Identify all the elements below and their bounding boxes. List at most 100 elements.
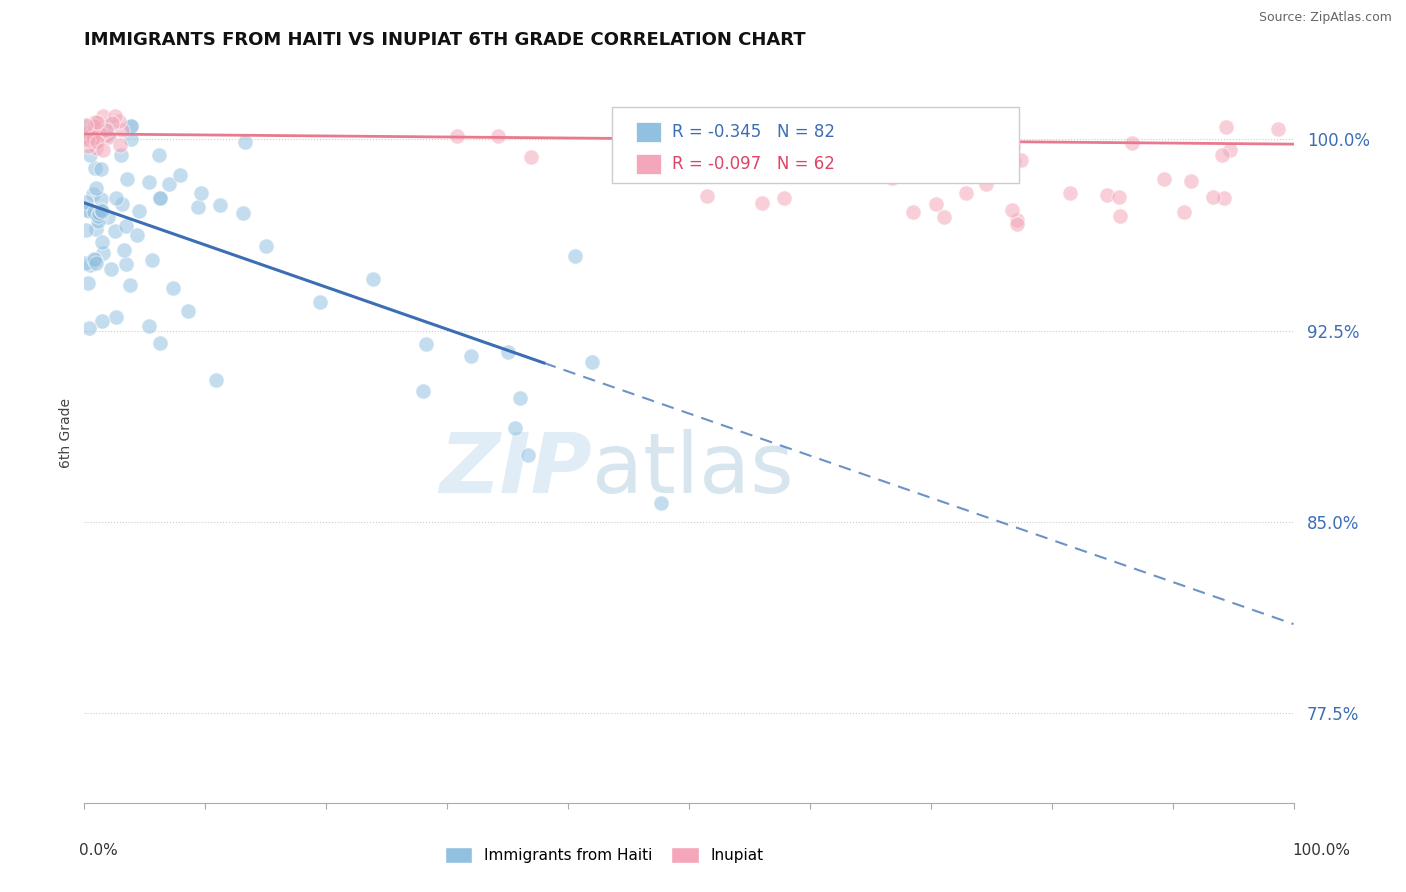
Point [104, 109, 127, 123]
Point [87, 206, 110, 220]
Point [120, 120, 142, 134]
Point [104, 224, 127, 238]
Point [79, 148, 101, 162]
Point [125, 227, 148, 242]
Point [177, 304, 200, 318]
Point [91, 313, 114, 327]
Point [118, 278, 141, 293]
Point [97, 128, 120, 142]
Point [84, 136, 107, 150]
Point [115, 219, 138, 233]
Point [1005, 217, 1028, 231]
Point [77, 321, 100, 335]
Point [1153, 172, 1175, 186]
Point [254, 239, 277, 253]
Point [772, 191, 794, 205]
Point [76, 202, 98, 217]
Point [966, 160, 988, 174]
Point [90, 202, 112, 217]
Text: IMMIGRANTS FROM HAITI VS INUPIAT 6TH GRADE CORRELATION CHART: IMMIGRANTS FROM HAITI VS INUPIAT 6TH GRA… [84, 31, 806, 49]
Point [91, 246, 114, 260]
Point [1212, 192, 1234, 206]
Point [83, 120, 105, 134]
Point [100, 262, 122, 277]
Point [91, 235, 114, 250]
Point [87, 214, 110, 228]
Point [1001, 139, 1024, 153]
Point [564, 249, 586, 263]
Point [86, 115, 108, 129]
Point [910, 139, 932, 153]
Point [233, 136, 256, 150]
Point [93, 109, 115, 123]
Point [83, 204, 105, 219]
Point [1267, 121, 1289, 136]
Point [205, 373, 228, 387]
Point [1097, 187, 1119, 202]
Point [696, 189, 718, 203]
Point [141, 252, 163, 267]
Point [76, 277, 98, 291]
Point [79, 258, 101, 272]
Point [86, 135, 108, 149]
Point [89, 127, 111, 141]
Point [90, 162, 112, 177]
Point [880, 171, 903, 186]
Point [1002, 154, 1025, 169]
Point [967, 163, 990, 178]
Point [460, 350, 482, 364]
Point [920, 158, 942, 172]
Point [1059, 186, 1081, 200]
Point [520, 150, 543, 164]
Point [75, 128, 97, 143]
Point [83, 252, 105, 266]
Point [1007, 213, 1029, 227]
Point [149, 336, 172, 351]
Point [84, 222, 107, 236]
Point [751, 195, 773, 210]
Point [84, 161, 107, 175]
Point [91, 143, 114, 157]
Point [1121, 136, 1143, 150]
Point [232, 206, 254, 220]
Point [120, 120, 142, 134]
Point [90, 203, 112, 218]
Point [86, 134, 108, 148]
Text: Source: ZipAtlas.com: Source: ZipAtlas.com [1258, 11, 1392, 24]
Point [111, 197, 134, 211]
Point [650, 496, 672, 510]
Point [955, 186, 977, 201]
Point [1109, 210, 1132, 224]
Point [84, 120, 107, 134]
Point [115, 257, 138, 271]
Text: R = -0.097   N = 62: R = -0.097 N = 62 [672, 155, 835, 173]
Text: atlas: atlas [592, 429, 794, 510]
Point [1215, 120, 1237, 135]
Point [104, 310, 127, 324]
Text: R = -0.345   N = 82: R = -0.345 N = 82 [672, 123, 835, 141]
Point [87, 120, 110, 134]
Point [162, 281, 184, 295]
Point [83, 252, 105, 267]
Point [75, 130, 97, 145]
Point [77, 204, 100, 219]
Point [509, 392, 531, 406]
Point [1180, 174, 1202, 188]
Point [83, 119, 105, 133]
Point [82, 131, 104, 145]
Point [115, 172, 138, 186]
Point [891, 126, 914, 140]
Point [108, 113, 131, 128]
Point [84, 181, 107, 195]
Point [94, 128, 117, 142]
Point [110, 147, 132, 161]
Point [1108, 190, 1130, 204]
Point [148, 148, 170, 162]
Point [925, 197, 948, 211]
Point [1219, 143, 1241, 157]
Point [516, 448, 538, 462]
Point [1211, 148, 1233, 162]
Point [1010, 153, 1032, 167]
Point [101, 116, 124, 130]
Point [120, 132, 142, 146]
